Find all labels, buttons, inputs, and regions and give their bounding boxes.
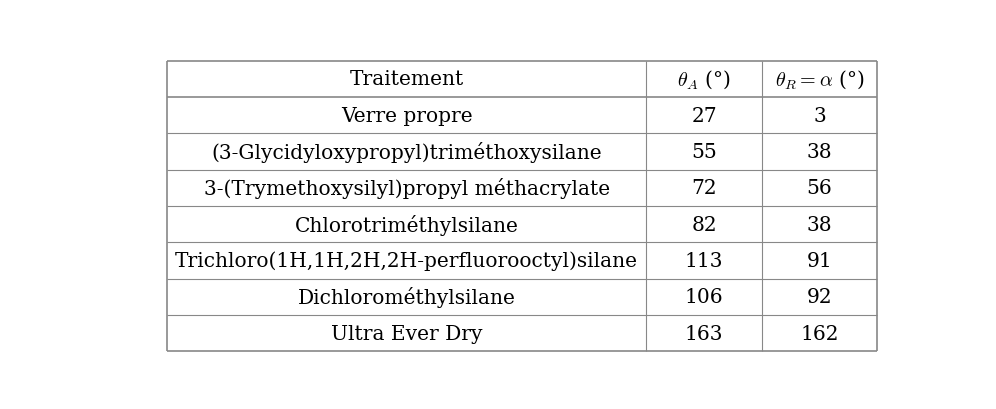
Text: $\theta_R = \alpha$ (°): $\theta_R = \alpha$ (°) xyxy=(775,68,865,91)
Text: 56: 56 xyxy=(807,179,833,198)
Text: 92: 92 xyxy=(807,288,833,307)
Text: Trichloro(1H,1H,2H,2H-perfluorooctyl)silane: Trichloro(1H,1H,2H,2H-perfluorooctyl)sil… xyxy=(175,251,638,271)
Text: Traitement: Traitement xyxy=(350,70,464,89)
Text: 113: 113 xyxy=(685,252,723,270)
Text: (3-Glycidyloxypropyl)triméthoxysilane: (3-Glycidyloxypropyl)triméthoxysilane xyxy=(211,142,602,163)
Text: 3: 3 xyxy=(813,106,826,126)
Text: 91: 91 xyxy=(807,252,833,270)
Text: 38: 38 xyxy=(807,143,833,162)
Text: 55: 55 xyxy=(691,143,717,162)
Text: Chlorotriméthylsilane: Chlorotriméthylsilane xyxy=(295,214,519,235)
Text: Verre propre: Verre propre xyxy=(341,106,472,126)
Text: 72: 72 xyxy=(691,179,717,198)
Text: 162: 162 xyxy=(801,324,839,343)
Text: 38: 38 xyxy=(807,215,833,234)
Text: 106: 106 xyxy=(685,288,723,307)
Text: $\theta_A$ (°): $\theta_A$ (°) xyxy=(677,68,731,91)
Text: 163: 163 xyxy=(685,324,723,343)
Text: Dichlorométhylsilane: Dichlorométhylsilane xyxy=(298,287,516,308)
Text: 82: 82 xyxy=(691,215,717,234)
Text: 3-(Trymethoxysilyl)propyl méthacrylate: 3-(Trymethoxysilyl)propyl méthacrylate xyxy=(203,178,610,199)
Text: 27: 27 xyxy=(691,106,717,126)
Text: Ultra Ever Dry: Ultra Ever Dry xyxy=(331,324,482,343)
